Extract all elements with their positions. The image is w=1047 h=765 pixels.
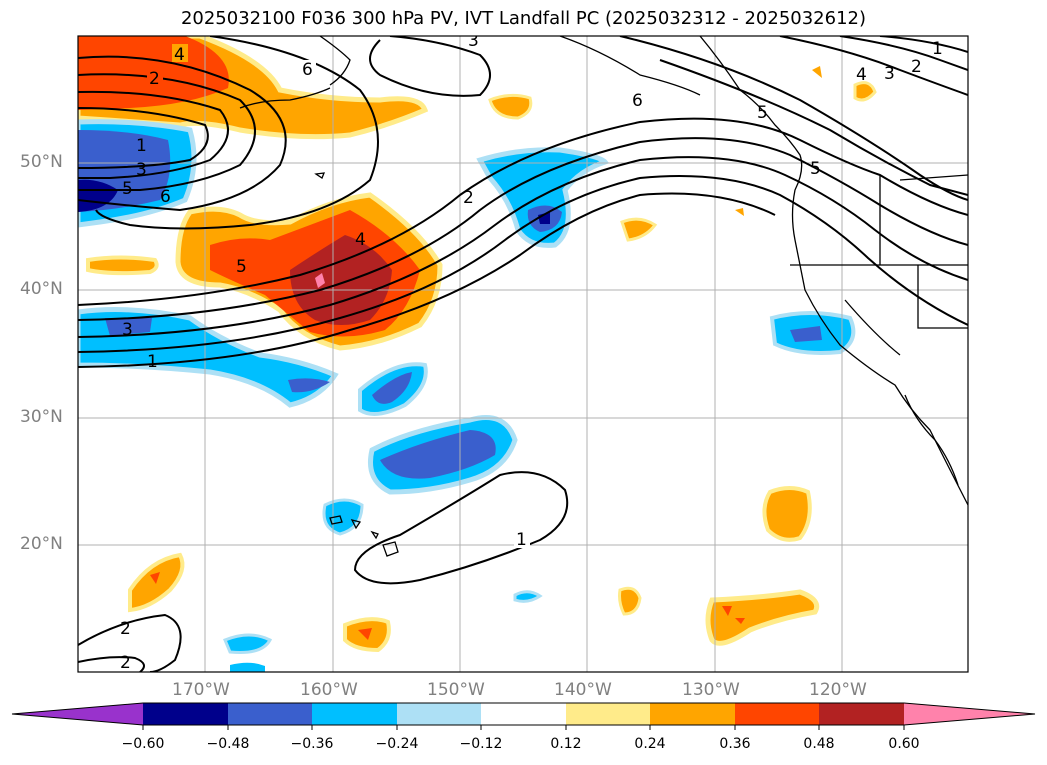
lat-label: 30°N	[20, 407, 63, 427]
colorbar-tick-label: 0.36	[719, 736, 751, 752]
contour-label: 6	[160, 187, 171, 207]
colorbar-segment	[228, 703, 312, 725]
contour-label: 2	[911, 57, 922, 77]
contour-label: 3	[136, 160, 147, 180]
colorbar-segment	[397, 703, 481, 725]
contour-label: 4	[856, 65, 867, 85]
lon-label: 140°W	[554, 680, 612, 700]
lon-label: 120°W	[809, 680, 867, 700]
contour-label: 5	[236, 257, 247, 277]
contour-label: 2	[120, 653, 131, 673]
lon-label: 150°W	[427, 680, 485, 700]
contour-label: 6	[302, 60, 313, 80]
colorbar-segment	[650, 703, 735, 725]
colorbar-tick-label: −0.24	[375, 736, 419, 752]
contour-label: 6	[632, 91, 643, 111]
pv-contours	[78, 36, 968, 672]
contour-label: 3	[884, 64, 895, 84]
contour-label: 2	[120, 619, 131, 639]
contour-label: 1	[147, 352, 158, 372]
contour-label-group: 4 2 6 3 1 3 5 6 5 3 1 2 4 6 5 5 4 3 2 1 …	[120, 31, 943, 673]
contour-label: 4	[355, 230, 366, 250]
lon-label: 160°W	[300, 680, 358, 700]
colorbar-segment	[481, 703, 566, 725]
contour-label: 1	[136, 136, 147, 156]
colorbar-tick-label: −0.60	[121, 736, 165, 752]
islands	[314, 172, 399, 557]
colorbar-segment	[312, 703, 397, 725]
contour-label: 3	[468, 31, 479, 51]
contour-label: 5	[122, 179, 133, 199]
coastlines	[239, 36, 968, 506]
colorbar-tick-label: 0.48	[803, 736, 835, 752]
colorbar-tick-label: 0.60	[888, 736, 920, 752]
lon-label: 170°W	[172, 680, 230, 700]
colorbar-extend-low	[12, 703, 143, 725]
colorbar-tick-label: −0.12	[459, 736, 503, 752]
map-title: 2025032100 F036 300 hPa PV, IVT Landfall…	[180, 8, 867, 29]
colorbar-tick-label: 0.12	[550, 736, 582, 752]
contour-label: 2	[463, 188, 474, 208]
colorbar-tick-label: −0.48	[206, 736, 250, 752]
colorbar	[11, 702, 1036, 730]
lat-label: 20°N	[20, 534, 63, 554]
colorbar-segment	[566, 703, 650, 725]
contour-label: 1	[516, 530, 527, 550]
colorbar-tick-label: −0.36	[290, 736, 334, 752]
contour-label: 5	[757, 103, 768, 123]
contour-label: 4	[174, 45, 185, 65]
lat-label: 40°N	[20, 279, 63, 299]
colorbar-segment	[735, 703, 819, 725]
lon-label: 130°W	[682, 680, 740, 700]
colorbar-extend-high	[904, 703, 1035, 725]
colorbar-segment	[143, 703, 228, 725]
contour-label: 2	[149, 69, 160, 89]
contour-label: 1	[932, 39, 943, 59]
lat-label: 50°N	[20, 152, 63, 172]
map-plot-area: 4 2 6 3 1 3 5 6 5 3 1 2 4 6 5 5 4 3 2 1 …	[78, 31, 968, 673]
colorbar-tick-label: 0.24	[634, 736, 666, 752]
contour-label: 5	[810, 159, 821, 179]
negative-anomaly-regions	[78, 119, 856, 672]
colorbar-segment	[819, 703, 904, 725]
contour-label: 3	[122, 320, 133, 340]
map-frame	[77, 35, 969, 673]
